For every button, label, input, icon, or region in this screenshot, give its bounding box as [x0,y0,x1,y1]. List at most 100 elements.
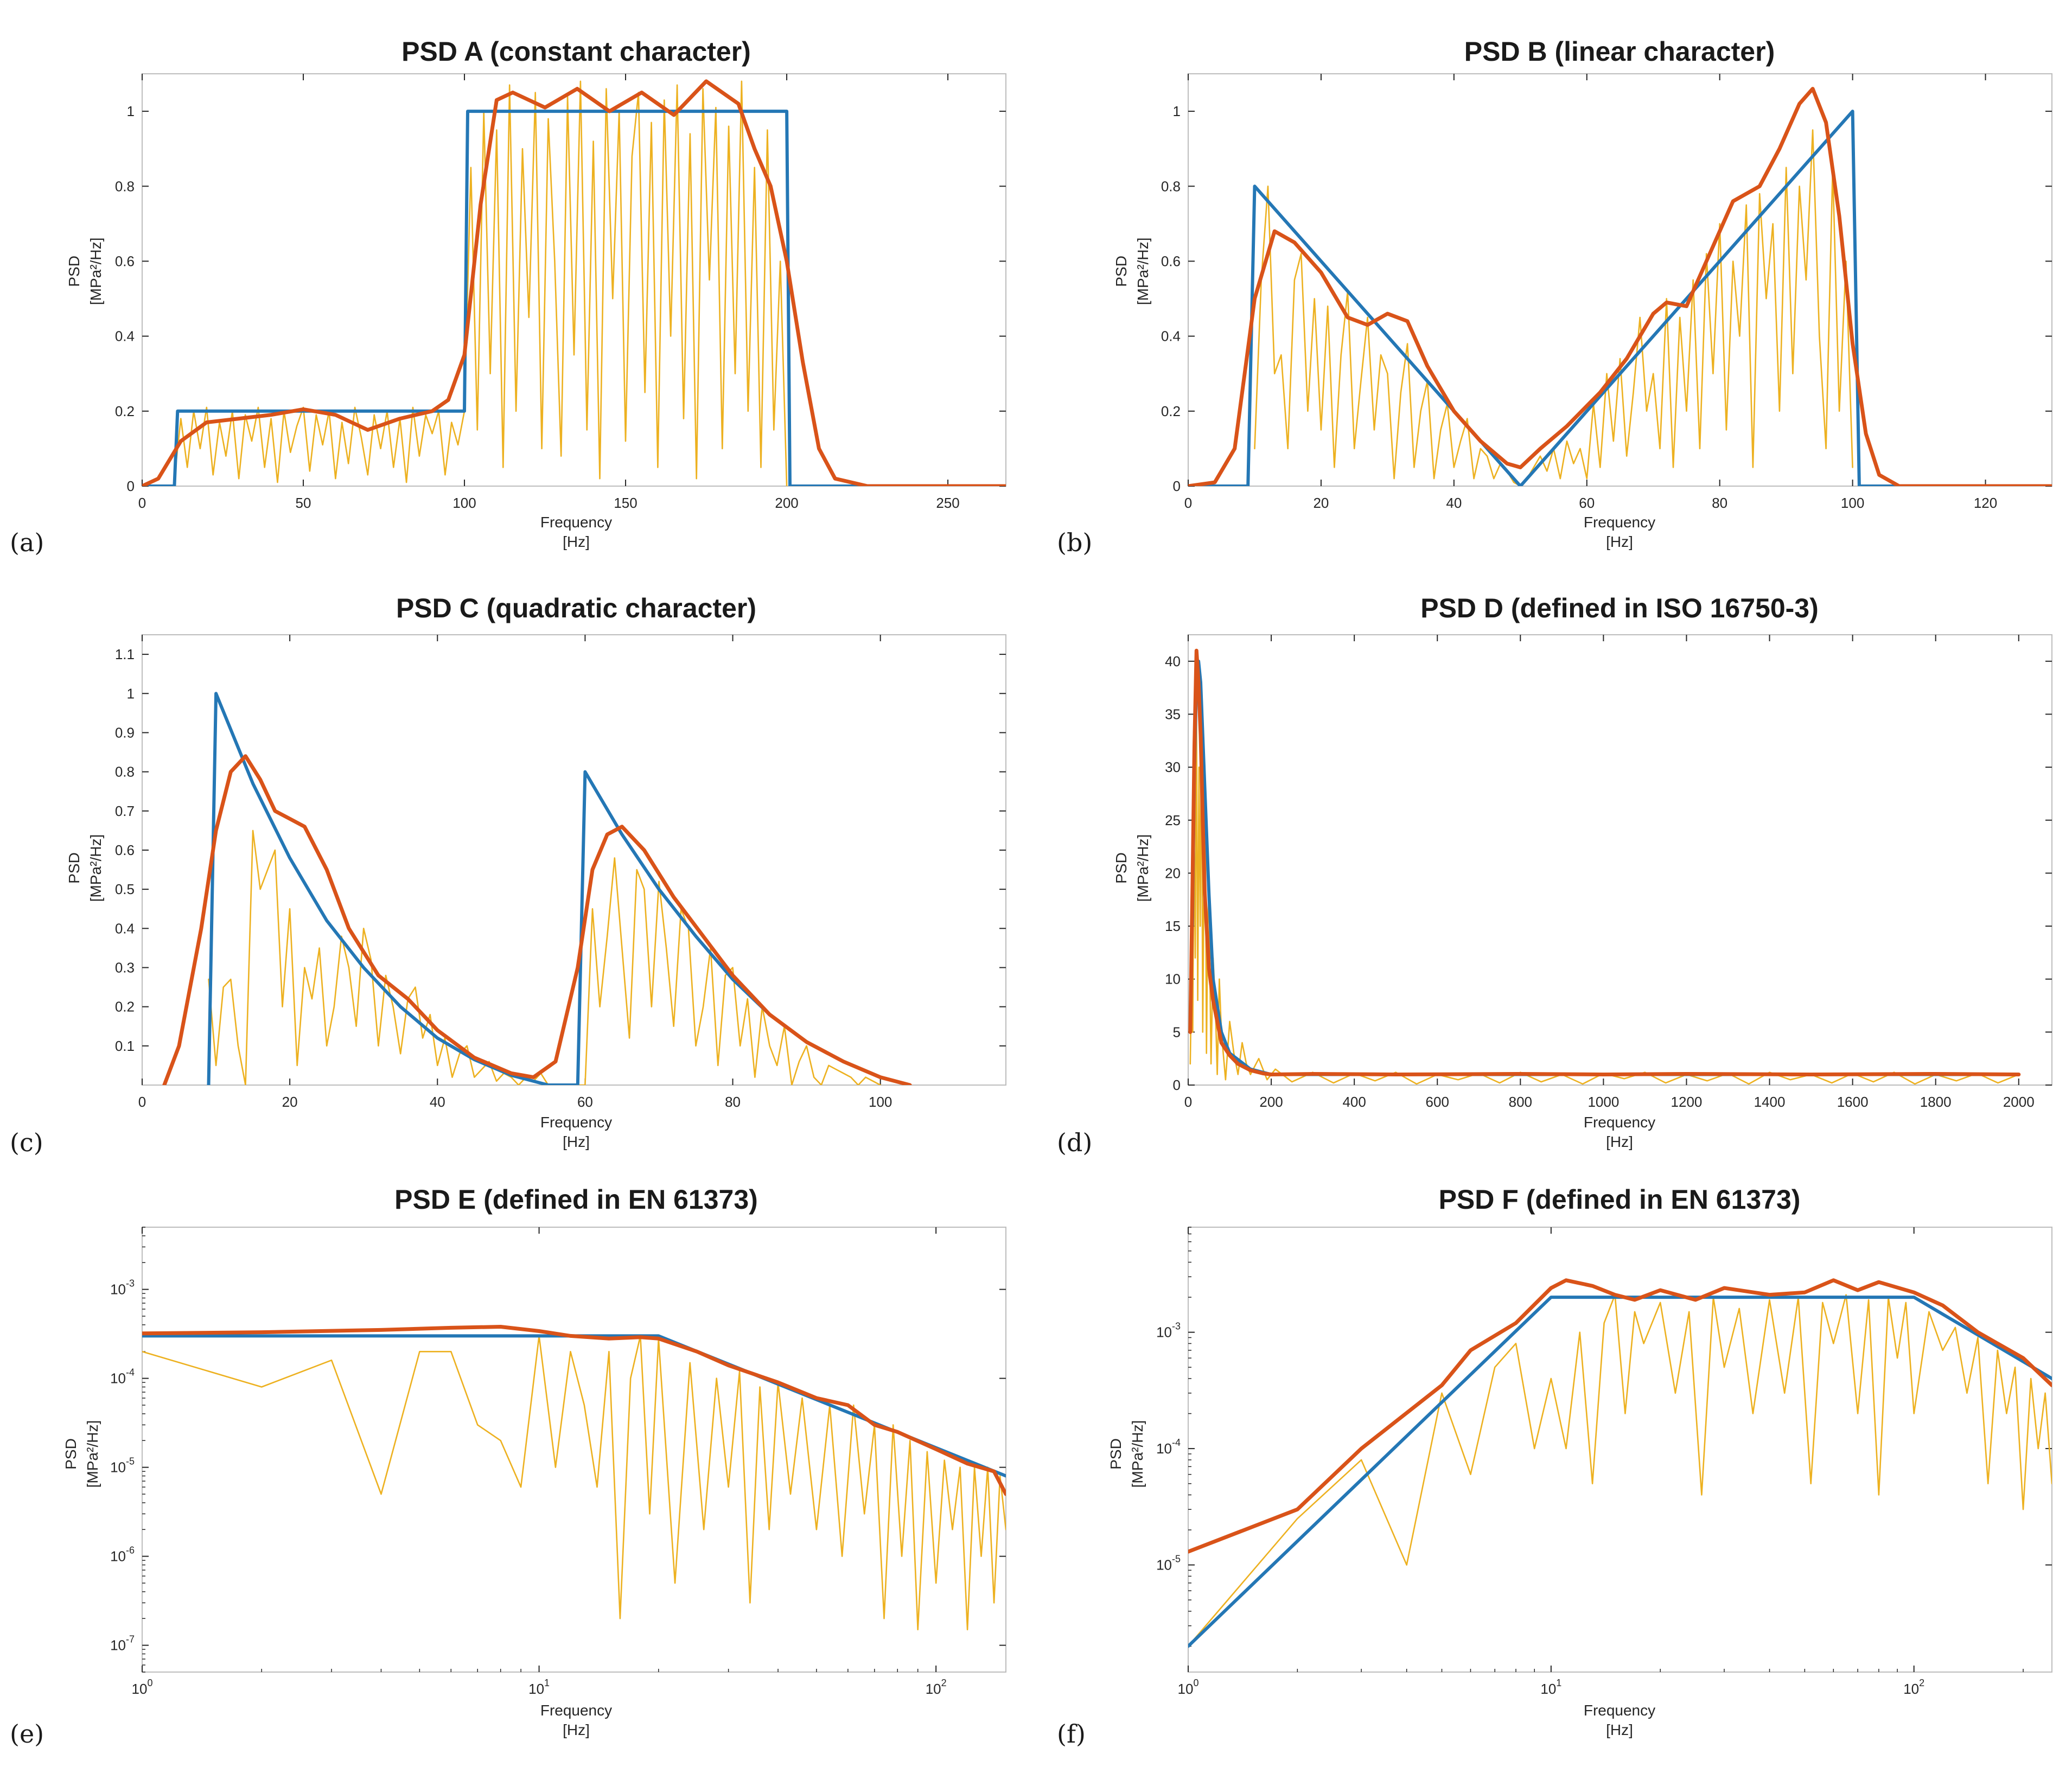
panel-e-ytick-label: 10-6 [110,1545,135,1565]
panel-b-series-smoothed [1188,87,2052,486]
panel-f-axes-box [1188,1227,2052,1673]
panel-a-xlabel-line2: [Hz] [563,533,590,550]
panel-d-xlabel-line1: Frequency [1584,1114,1655,1131]
panel-e-plot-area: 100 101 102 10-7 10-6 10-5 10-4 10-3 [110,1227,1006,1697]
panel-f-ytick-label: 10-3 [1156,1321,1181,1341]
panel-c-axes-box [142,634,1006,1086]
panel-e-ytick-label: 10-3 [110,1278,135,1298]
panel-b-plot-area: 0 20 40 60 80 100 120 0 0.2 0.4 0.6 0.8 1 [1161,73,2052,511]
panel-a-ytick-label: 1 [127,103,135,119]
panel-f-ytick-label: 10-4 [1156,1437,1181,1457]
panel-e-ylabel-line2: [MPa²/Hz] [84,1420,101,1488]
panel-b-xtick-label: 40 [1446,495,1462,511]
panel-c-ytick-label: 0.7 [115,803,135,819]
panel-f-plot-area: 100 101 102 10-5 10-4 10-3 [1156,1227,2052,1697]
panel-d-xtick-label: 600 [1426,1094,1449,1110]
panel-d-ytick-label: 15 [1165,918,1181,934]
panel-f-series-target [1188,1296,2052,1648]
panel-e-xtick-label: 100 [132,1677,153,1697]
panel-d-xtick-label: 1200 [1671,1094,1703,1110]
panel-e-series-group [142,1325,1006,1631]
panel-d-title: PSD D (defined in ISO 16750-3) [1420,593,1819,623]
panel-d-xlabel-line2: [Hz] [1606,1133,1633,1150]
panel-e-label: (e) [10,1719,44,1749]
panel-e-xlabel-line2: [Hz] [563,1721,590,1738]
panel-c-ytick-label: 0.2 [115,999,135,1015]
panel-e-xtick-label: 101 [528,1677,550,1697]
panel-a-ytick-label: 0.2 [115,403,135,419]
panel-d-xtick-label: 1000 [1588,1094,1619,1110]
panel-a-series-target [142,110,1006,486]
panel-f-xtick-label: 101 [1540,1677,1561,1697]
panel-c-ytick-label: 1.1 [115,646,135,662]
panel-c-xtick-label: 0 [138,1094,146,1110]
panel-d-xtick-label: 1600 [1837,1094,1869,1110]
panel-d-xtick-label: 2000 [2003,1094,2035,1110]
panel-c-xtick-label: 100 [869,1094,892,1110]
panel-f-series-raw [1188,1294,2052,1647]
panel-a-plot-area: 0 50 100 150 200 250 0 0.2 0.4 0.6 0.8 1 [115,73,1006,511]
panel-e-xtick-label: 102 [926,1677,947,1697]
panel-e-xlabel-line1: Frequency [540,1702,612,1719]
panel-e-ylabel-line1: PSD [62,1438,79,1470]
panel-e-ytick-label: 10-4 [110,1367,135,1387]
panel-b-xlabel-line1: Frequency [1584,514,1655,531]
panel-b-xtick-label: 0 [1184,495,1192,511]
panel-e-axes-box [142,1227,1006,1673]
panel-f-ylabel-line1: PSD [1107,1438,1124,1470]
panel-c-ytick-label: 0.6 [115,842,135,858]
panel-b-ytick-label: 0.2 [1161,403,1181,419]
panel-b-ytick-label: 0.8 [1161,178,1181,194]
panel-d-xtick-label: 200 [1259,1094,1283,1110]
panel-c-ytick-label: 0.5 [115,881,135,897]
panel-c: PSD C (quadratic character) 0 20 40 60 80 100… [10,593,1006,1157]
panel-c-title: PSD C (quadratic character) [396,593,756,623]
panel-f: PSD F (defined in EN 61373) 100 101 102 10-… [1057,1184,2052,1749]
panel-d-xtick-label: 0 [1184,1094,1192,1110]
panel-a-label: (a) [10,528,44,557]
panel-d-xtick-label: 1800 [1920,1094,1952,1110]
panel-b-title: PSD B (linear character) [1464,36,1775,67]
panel-a-xtick-label: 150 [614,495,637,511]
panel-a-xtick-label: 250 [936,495,959,511]
panel-f-ytick-label: 10-5 [1156,1554,1181,1573]
panel-c-ytick-label: 0.8 [115,764,135,780]
panel-b-label: (b) [1057,528,1092,557]
panel-b-xtick-label: 120 [1974,495,1997,511]
panel-b-series-group [1188,87,2052,486]
panel-e: PSD E (defined in EN 61373) 100 101 102 10-… [10,1184,1006,1749]
panel-b-xtick-label: 20 [1313,495,1329,511]
panel-d-xtick-label: 800 [1509,1094,1532,1110]
panel-a-ylabel-line1: PSD [66,256,82,287]
panel-d-ytick-label: 35 [1165,706,1181,722]
panel-a: PSD A (constant character) 0 50 100 150 200 2… [10,36,1006,557]
panel-b-xtick-label: 80 [1712,495,1727,511]
panel-a-xlabel-line1: Frequency [540,514,612,531]
panel-f-series-smoothed [1188,1278,2052,1554]
panel-c-series-smoothed [162,754,912,1085]
panel-b-axes-box [1188,73,2052,487]
panel-d-axes-box [1188,634,2052,1086]
panel-e-ytick-label: 10-7 [110,1634,135,1654]
panel-f-ylabel-line2: [MPa²/Hz] [1129,1420,1146,1488]
panel-b-xtick-label: 100 [1841,495,1864,511]
panel-f-xtick-label: 102 [1903,1677,1924,1697]
panel-c-ytick-label: 0.1 [115,1038,135,1054]
panel-b-ytick-label: 1 [1173,103,1181,119]
panel-a-series-smoothed [142,79,1006,486]
panel-c-label: (c) [10,1128,43,1157]
panel-c-ytick-label: 0.9 [115,724,135,741]
panel-b-ytick-label: 0 [1173,478,1181,494]
panel-b-ylabel-line2: [MPa²/Hz] [1134,238,1151,305]
panel-a-ytick-label: 0.6 [115,253,135,269]
panel-d-plot-area: 0 200 400 600 800 1000 1200 1400 1600 1800 2000 0 5 1… [1165,634,2052,1110]
panel-d-ytick-label: 0 [1173,1077,1181,1093]
panel-d-ytick-label: 20 [1165,865,1181,881]
panel-f-label: (f) [1057,1719,1086,1749]
panel-b-ytick-label: 0.6 [1161,253,1181,269]
panel-a-xtick-label: 200 [775,495,798,511]
panel-c-series-group [162,692,912,1085]
panel-f-xlabel-line1: Frequency [1584,1702,1655,1719]
panel-c-plot-area: 0 20 40 60 80 100 0.1 0.2 0.3 0.4 0.5 0.6 0.7 0.8 0.9 1… [115,634,1006,1110]
